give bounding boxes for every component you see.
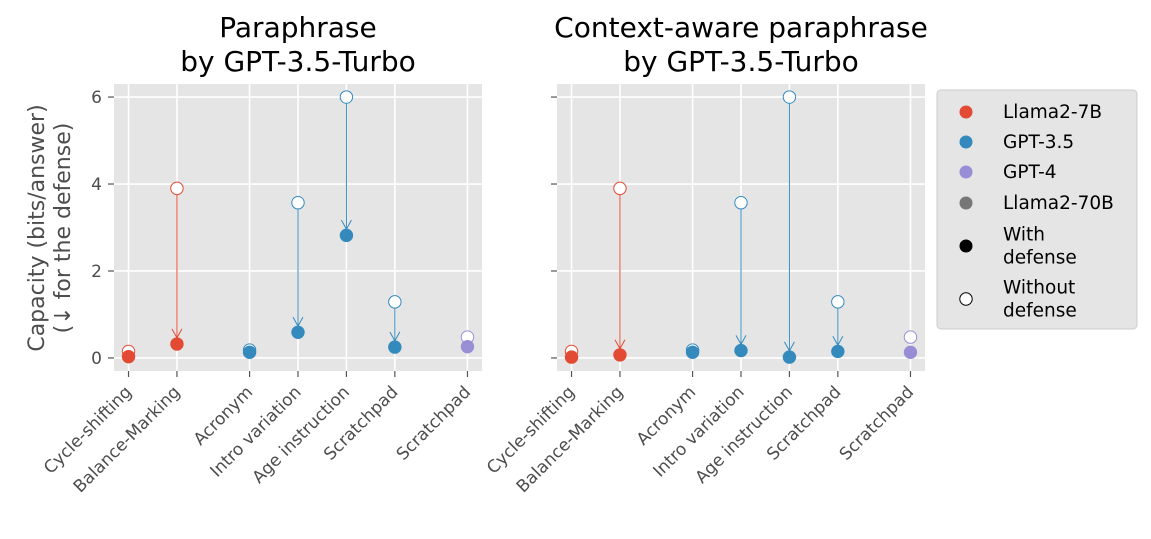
legend-marker <box>959 196 973 210</box>
point-without-defense <box>339 90 354 104</box>
x-tick-label: Scratchpad <box>836 382 918 464</box>
legend-label: defense <box>1003 248 1077 269</box>
y-tick-label: 6 <box>91 88 102 108</box>
point-with-defense <box>685 345 700 360</box>
legend-label: Llama2-7B <box>1003 102 1102 123</box>
panel-title: by GPT-3.5-Turbo <box>180 45 416 78</box>
y-tick-label: 2 <box>91 262 102 282</box>
y-tick-label: 4 <box>91 175 102 195</box>
legend-label: Llama2-70B <box>1003 193 1114 214</box>
y-axis-label: (↓ for the defense) <box>51 123 76 334</box>
point-with-defense <box>291 325 305 339</box>
point-with-defense <box>782 350 797 364</box>
legend-box <box>936 89 1138 330</box>
legend: Llama2-7BGPT-3.5GPT-4Llama2-70BWithdefen… <box>936 89 1138 330</box>
point-without-defense <box>782 90 797 104</box>
point-with-defense <box>121 349 136 364</box>
point-with-defense <box>564 350 579 364</box>
legend-marker <box>959 239 973 253</box>
point-with-defense <box>903 345 918 360</box>
point-with-defense <box>613 348 627 362</box>
panel-title: Context-aware paraphrase <box>554 11 928 44</box>
y-axis-label: Capacity (bits/answer) <box>25 104 50 351</box>
point-with-defense <box>388 340 402 354</box>
point-without-defense <box>291 196 305 210</box>
legend-label: GPT-4 <box>1003 162 1057 183</box>
legend-label: GPT-3.5 <box>1003 132 1074 153</box>
point-without-defense <box>831 295 845 309</box>
x-tick-label: Scratchpad <box>393 382 475 464</box>
point-with-defense <box>170 337 184 351</box>
point-without-defense <box>734 196 748 210</box>
panel-title: by GPT-3.5-Turbo <box>623 45 859 78</box>
point-with-defense <box>831 344 845 359</box>
point-without-defense <box>170 181 184 196</box>
point-with-defense <box>734 343 748 358</box>
legend-marker <box>959 292 973 306</box>
legend-marker <box>959 135 973 149</box>
legend-label: With <box>1003 225 1045 246</box>
point-with-defense <box>339 228 354 243</box>
legend-label: Without <box>1003 278 1075 299</box>
point-without-defense <box>388 295 402 309</box>
legend-label: defense <box>1003 301 1077 322</box>
point-without-defense <box>903 330 918 344</box>
point-with-defense <box>460 339 475 354</box>
point-without-defense <box>613 181 627 196</box>
legend-marker <box>959 165 973 179</box>
point-with-defense <box>242 345 257 360</box>
legend-marker <box>959 105 973 119</box>
panel-title: Paraphrase <box>219 11 376 44</box>
y-tick-label: 0 <box>91 349 102 369</box>
